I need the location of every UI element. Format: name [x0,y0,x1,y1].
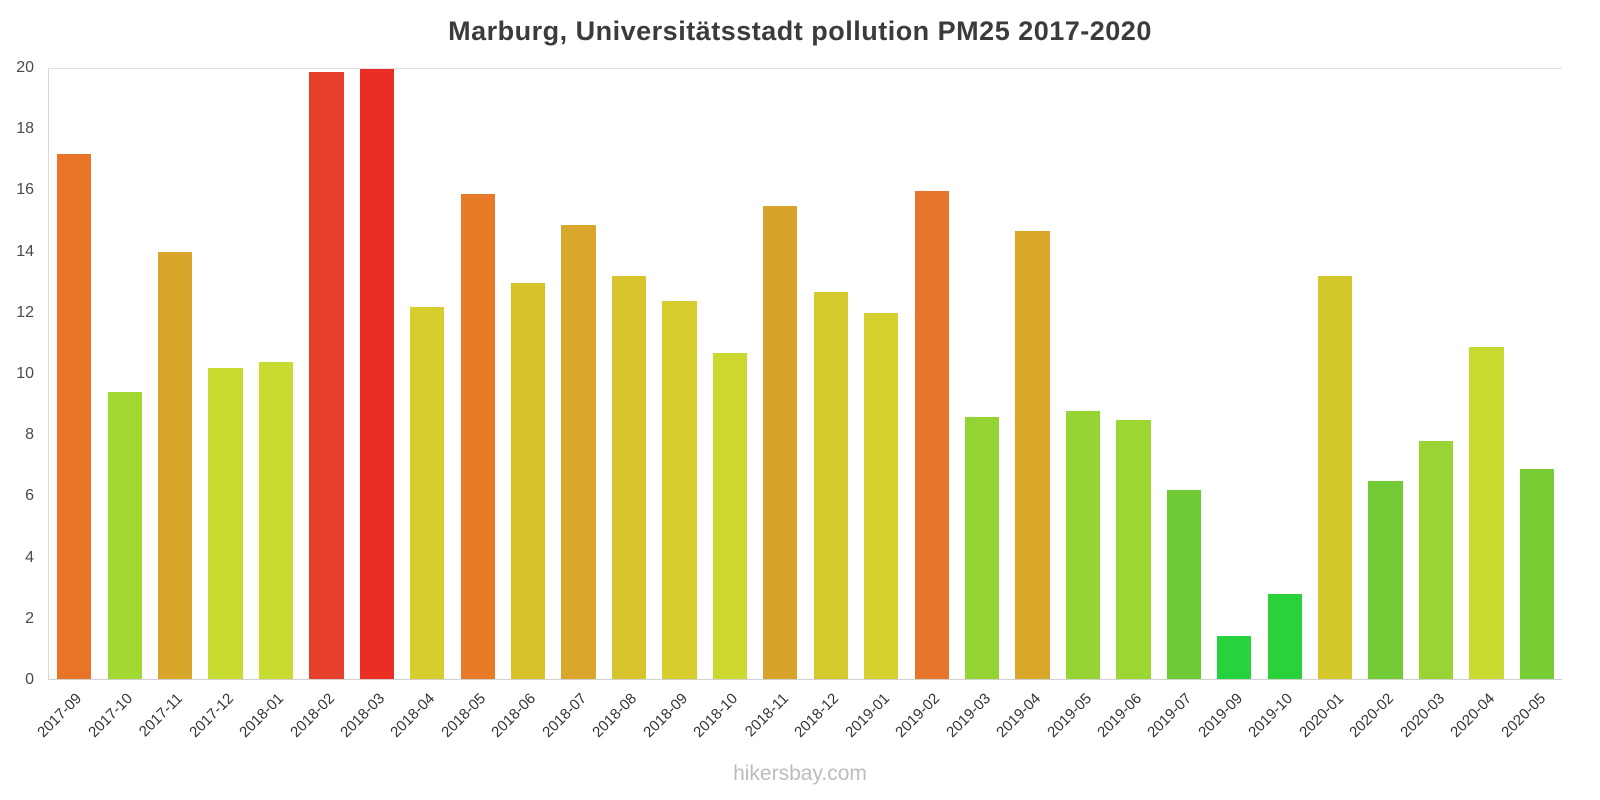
y-tick-label: 2 [25,609,34,627]
bar-slot [1058,69,1108,679]
bar [611,276,647,679]
bar-slot [654,69,704,679]
bar-chart [48,68,1562,680]
plot-area [48,68,1562,680]
bar [964,416,1000,679]
bar-slot [957,69,1007,679]
bar-slot [301,69,351,679]
bar-slot [1461,69,1511,679]
bar-slot [856,69,906,679]
bar [1519,468,1555,679]
bar [662,300,697,679]
bar-slot [99,69,149,679]
bar [1368,480,1403,679]
bar-slot [553,69,603,679]
x-axis-labels: 2017-09 2017-10 2017-11 2017-12 2018-01 2018-… [34,682,1562,762]
bar-slot [906,69,956,679]
bar [1015,230,1050,679]
bar [763,206,798,679]
bar [1267,593,1302,679]
y-tick-label: 0 [25,671,34,688]
bar-slot [453,69,503,679]
bar-slot [1209,69,1259,679]
bar-slot [150,69,200,679]
y-tick-label: 6 [25,487,34,505]
y-tick-label: 16 [16,181,34,199]
bar-slot [806,69,856,679]
y-tick-label: 14 [16,242,34,260]
y-tick-label: 8 [25,426,34,444]
bar [1166,489,1201,679]
bar-slot [251,69,301,679]
bar [57,154,92,679]
bar [712,352,748,679]
bar-slot [1360,69,1410,679]
bar [561,224,596,679]
bar-slot [604,69,654,679]
bar [511,282,546,679]
bar-slot [1512,69,1562,679]
bar-slot [503,69,553,679]
y-axis: 0 2 4 6 8 10 12 14 16 18 20 [0,59,42,688]
bar [1217,636,1252,679]
bar [359,69,394,679]
bar-slot [1108,69,1158,679]
bar-slot [352,69,402,679]
y-tick-label: 20 [16,59,34,76]
bar [1065,410,1101,679]
bar-slot [1260,69,1310,679]
bar [864,313,899,679]
bar-slot [1310,69,1360,679]
y-tick-label: 18 [16,120,34,138]
bar [107,392,142,679]
bar-slot [200,69,250,679]
bar-slot [1159,69,1209,679]
bar [1116,419,1151,679]
x-axis-label: 2017-09 [34,690,86,741]
y-tick-label: 4 [25,548,34,566]
bar-slot [402,69,452,679]
bar-slot [755,69,805,679]
bar [410,306,445,679]
bar [309,72,344,679]
bar-slot [1411,69,1461,679]
bar [1318,276,1353,679]
bar [813,291,848,679]
bar [1418,441,1454,679]
bar-slot [1007,69,1057,679]
bar [258,361,294,679]
y-tick-label: 12 [16,303,34,321]
watermark: hikersbay.com [733,762,867,785]
bar [914,191,949,679]
x-slot: 2020-05 [1498,682,1562,762]
bar [208,367,243,679]
y-tick-label: 10 [16,365,34,382]
bar [1469,346,1504,679]
bar-slot [705,69,755,679]
page-title: Marburg, Universitätsstadt pollution PM2… [448,16,1152,46]
bar [157,252,193,679]
bar-slot [49,69,99,679]
bar [460,194,495,679]
